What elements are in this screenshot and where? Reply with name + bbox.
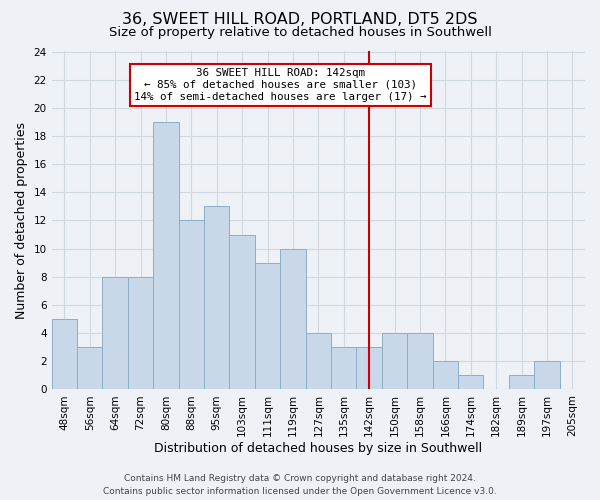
Bar xyxy=(433,362,458,390)
Bar xyxy=(305,333,331,390)
Bar xyxy=(204,206,229,390)
Bar xyxy=(153,122,179,390)
Bar xyxy=(52,319,77,390)
Text: Size of property relative to detached houses in Southwell: Size of property relative to detached ho… xyxy=(109,26,491,39)
Bar xyxy=(382,333,407,390)
Text: 36, SWEET HILL ROAD, PORTLAND, DT5 2DS: 36, SWEET HILL ROAD, PORTLAND, DT5 2DS xyxy=(122,12,478,28)
Bar xyxy=(128,277,153,390)
Bar xyxy=(509,376,534,390)
Y-axis label: Number of detached properties: Number of detached properties xyxy=(15,122,28,319)
X-axis label: Distribution of detached houses by size in Southwell: Distribution of detached houses by size … xyxy=(154,442,482,455)
Bar xyxy=(331,347,356,390)
Bar xyxy=(280,248,305,390)
Bar xyxy=(179,220,204,390)
Bar xyxy=(407,333,433,390)
Bar xyxy=(534,362,560,390)
Bar xyxy=(356,347,382,390)
Bar xyxy=(458,376,484,390)
Text: 36 SWEET HILL ROAD: 142sqm
← 85% of detached houses are smaller (103)
14% of sem: 36 SWEET HILL ROAD: 142sqm ← 85% of deta… xyxy=(134,68,427,102)
Bar xyxy=(77,347,103,390)
Bar xyxy=(103,277,128,390)
Text: Contains HM Land Registry data © Crown copyright and database right 2024.
Contai: Contains HM Land Registry data © Crown c… xyxy=(103,474,497,496)
Bar xyxy=(255,262,280,390)
Bar xyxy=(229,234,255,390)
